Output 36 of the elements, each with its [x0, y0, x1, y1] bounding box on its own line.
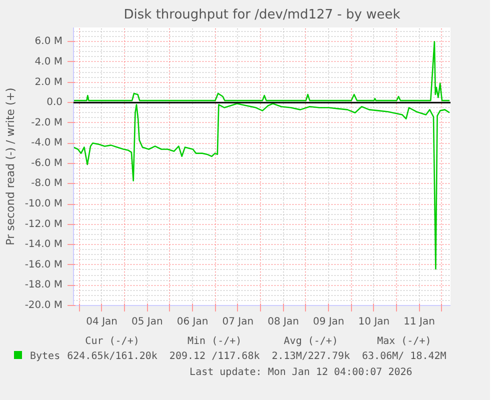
y-tick-label: -10.0 M — [24, 198, 63, 210]
y-tick-label: -2.0 M — [31, 117, 63, 128]
x-tick-label: 09 Jan — [312, 316, 344, 328]
chart-title: Disk throughput for /dev/md127 - by week — [124, 8, 401, 22]
x-tick-label: 04 Jan — [86, 316, 118, 328]
text: 624.65k/161.20k — [66, 350, 158, 364]
line-series — [74, 41, 450, 102]
text: 2.13M/227.79k — [270, 350, 352, 364]
y-tick-label: -18.0 M — [24, 280, 63, 291]
text: Min (-/+) — [186, 335, 243, 349]
text: Avg (-/+) — [282, 335, 339, 349]
x-tick-label: 05 Jan — [132, 316, 163, 328]
x-tick-label: 07 Jan — [222, 316, 254, 328]
y-tick-label: 6.0 M — [34, 36, 63, 48]
y-tick-label: 0.0 — [46, 97, 63, 108]
line-series — [74, 102, 450, 270]
legend-label: Bytes — [29, 350, 62, 364]
y-tick-label: 4.0 M — [34, 56, 63, 68]
text: 63.06M/ 18.42M — [361, 350, 448, 364]
y-tick-label: -16.0 M — [24, 259, 63, 270]
x-tick-label: 06 Jan — [176, 316, 208, 328]
y-axis-title: Pr second read (-) / write (+) — [4, 88, 17, 246]
y-tick-label: -20.0 M — [24, 300, 63, 311]
y-tick-label: -12.0 M — [24, 218, 63, 230]
y-tick-label: -4.0 M — [31, 138, 63, 149]
y-tick-label: -8.0 M — [31, 178, 63, 190]
y-tick-label: -14.0 M — [24, 239, 63, 250]
y-tick-label: -6.0 M — [31, 158, 63, 169]
x-tick-label: 11 Jan — [404, 316, 435, 328]
x-tick-label: 10 Jan — [358, 316, 390, 328]
text: Max (-/+) — [376, 335, 432, 349]
x-tick-label: 08 Jan — [268, 316, 299, 328]
text: Last update: Mon Jan 12 04:00:07 2026 — [188, 366, 414, 380]
text: 209.12 /117.68k — [168, 350, 261, 364]
y-tick-label: 2.0 M — [34, 76, 63, 88]
text: Cur (-/+) — [84, 335, 140, 349]
